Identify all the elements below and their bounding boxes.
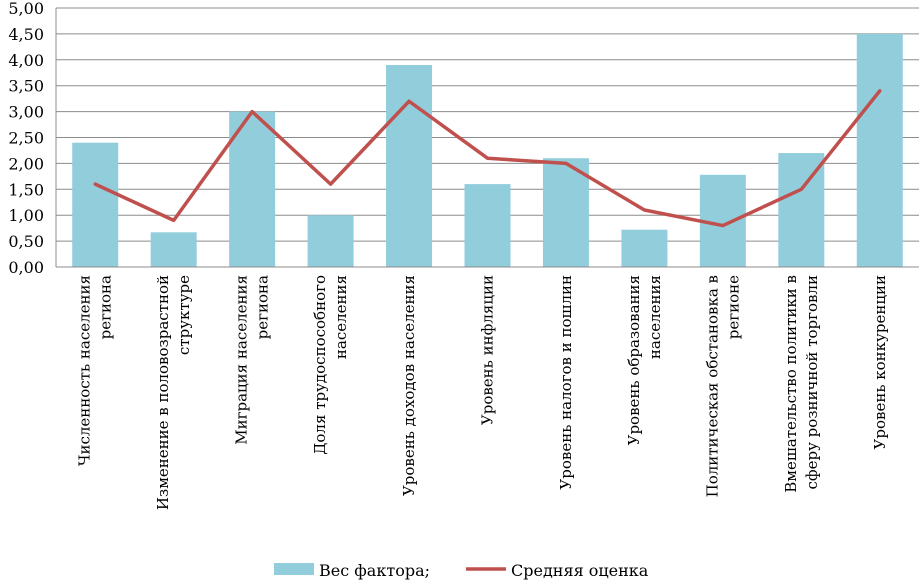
x-tick-label: населения: [332, 275, 350, 359]
x-tick-label: Численность населения: [76, 275, 94, 466]
y-tick-label: 4,50: [8, 25, 44, 44]
gridlines: [56, 7, 919, 268]
y-tick-label: 5,00: [8, 0, 44, 18]
y-tick-label: 1,50: [8, 180, 44, 199]
line-series: [93, 89, 882, 228]
y-axis: 0,00 0,50 1,00 1,50 2,00 2,50 3,00 3,50 4,00 4,50…: [8, 0, 57, 277]
y-tick-label: 0,50: [8, 232, 44, 251]
legend-swatch-bar: [274, 563, 314, 575]
bar: [856, 33, 903, 268]
bar: [542, 158, 589, 267]
x-tick-label: региона: [254, 275, 272, 339]
x-axis: Численность населения региона Изменение в …: [56, 266, 919, 510]
legend: Вес фактора; Средняя оценка: [274, 561, 649, 580]
x-tick-label: Миграция населения: [233, 275, 251, 445]
legend-label-bar: Вес фактора;: [319, 561, 430, 580]
y-tick-label: 3,00: [8, 103, 44, 122]
bar: [229, 111, 276, 267]
x-tick-label: Уровень образования: [625, 275, 643, 445]
bar: [386, 64, 433, 267]
x-tick-label: региона: [97, 275, 115, 339]
x-tick-label: населения: [646, 275, 664, 359]
x-tick-label: Уровень доходов населения: [400, 275, 418, 496]
x-tick-label: Политическая обстановка в: [703, 275, 721, 497]
x-tick-label: Уровень конкуренции: [871, 275, 889, 449]
y-tick-label: 3,50: [8, 77, 44, 96]
bar: [72, 142, 119, 267]
x-tick-label: Уровень инфляции: [479, 275, 497, 425]
x-tick-label: Уровень налогов и пошлин: [557, 275, 575, 490]
y-tick-label: 2,00: [8, 154, 44, 173]
x-tick-label: структуре: [175, 275, 193, 355]
y-tick-label: 1,00: [8, 206, 44, 225]
bar-series: [72, 33, 903, 268]
y-tick-label: 4,00: [8, 51, 44, 70]
x-tick-label: Вмешательство политики в: [782, 275, 800, 493]
x-tick-label: сферу розничной торговли: [803, 275, 821, 490]
bar: [150, 232, 197, 267]
x-tick-label: Доля трудоспособного: [311, 275, 329, 455]
y-tick-label: 0,00: [8, 258, 44, 277]
bar: [307, 215, 354, 267]
bar: [621, 229, 668, 267]
x-tick-label: Изменение в половозрастной: [154, 275, 172, 510]
x-tick-label: регионе: [724, 275, 742, 339]
y-tick-label: 2,50: [8, 129, 44, 148]
legend-label-line: Средняя оценка: [511, 561, 649, 580]
bar: [464, 184, 511, 267]
